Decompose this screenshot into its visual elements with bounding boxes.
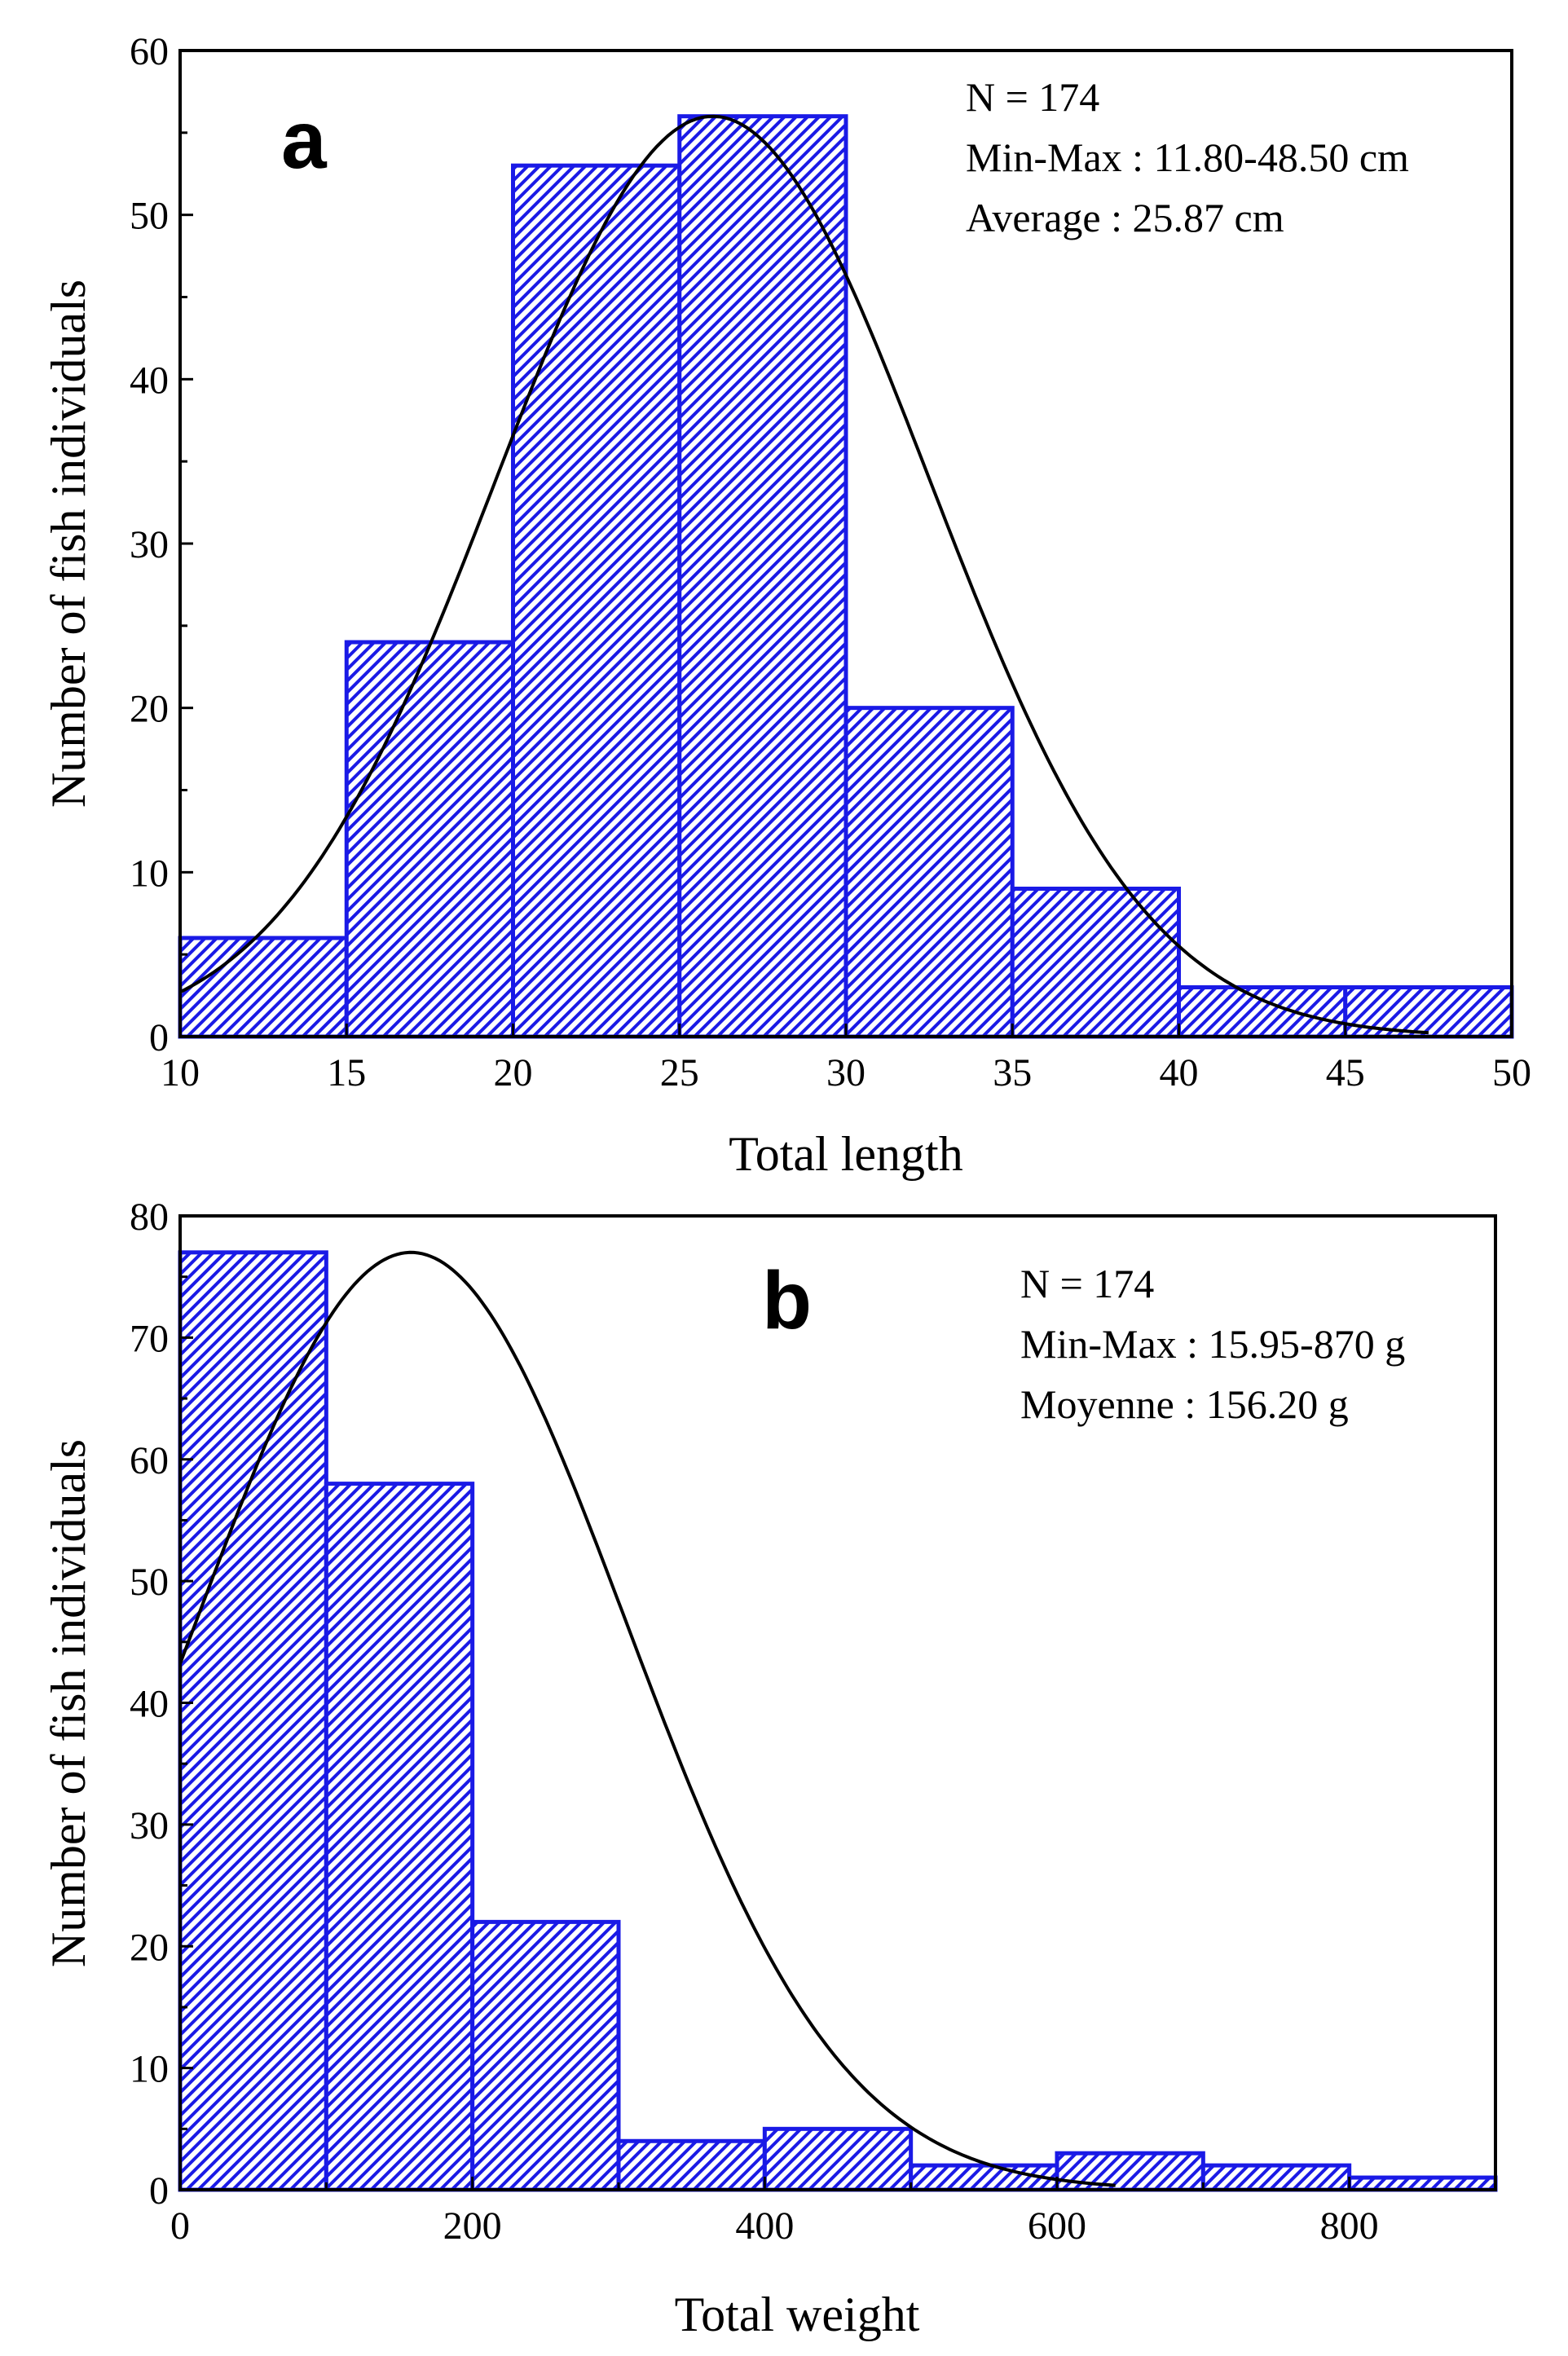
y-tick-label-b: 70 [130,1317,169,1360]
y-tick-label-b: 20 [130,1926,169,1969]
plot-area-b: 0 200 400 600 800 0 10 20 30 40 50 60 70 80 [130,1196,1498,2248]
annotation-n-a: N = 174 [966,74,1099,120]
x-tick-label-b: 400 [735,2204,794,2248]
x-tick-label-a: 25 [660,1051,699,1094]
y-tick-label-a: 10 [130,852,169,895]
bar-a-3 [511,163,682,1039]
y-tick-label-b: 10 [130,2048,169,2091]
y-tick-label-b: 0 [149,2169,169,2213]
y-tick-label-b: 80 [130,1196,169,1239]
y-tick-label-a: 50 [130,195,169,238]
bar-a-5 [843,706,1015,1039]
bar-b-8 [1200,2163,1352,2192]
x-tick-label-b: 600 [1028,2204,1086,2248]
bar-a-7 [1177,985,1348,1039]
bar-a-4 [677,114,848,1039]
bar-b-7 [1055,2151,1205,2192]
bar-a-6 [1010,887,1181,1039]
y-tick-label-a: 0 [149,1016,169,1059]
bar-b-5 [762,2126,914,2192]
bar-b-2 [324,1482,475,2192]
y-tick-label-a: 60 [130,30,169,73]
y-tick-label-a: 20 [130,688,169,731]
x-tick-label-a: 50 [1492,1051,1531,1094]
y-tick-label-b: 60 [130,1439,169,1482]
panel-letter-b: b [762,1255,812,1346]
annotation-n-b: N = 174 [1020,1261,1154,1306]
x-tick-label-b: 0 [170,2204,190,2248]
x-axis-title-b: Total weight [675,2288,920,2341]
x-tick-label-a: 10 [161,1051,200,1094]
x-axis-title-a: Total length [729,1127,962,1181]
x-tick-label-b: 200 [443,2204,502,2248]
x-tick-label-b: 800 [1320,2204,1379,2248]
x-tick-label-a: 35 [993,1051,1032,1094]
fit-curve-a [179,114,1429,1035]
x-tick-label-a: 30 [826,1051,865,1094]
annotation-minmax-a: Min-Max : 11.80-48.50 cm [966,134,1409,180]
plot-frame-a [178,49,1513,1038]
x-tick-label-a: 40 [1160,1051,1199,1094]
y-tick-label-a: 40 [130,359,169,402]
y-tick-label-b: 30 [130,1804,169,1847]
plot-frame-b [178,1214,1497,2191]
x-tick-label-a: 15 [327,1051,366,1094]
y-axis-title-a: Number of fish individuals [42,280,95,808]
x-tick-label-a: 45 [1326,1051,1365,1094]
bar-b-4 [616,2138,767,2192]
bar-a-8 [1343,985,1514,1039]
bar-b-3 [470,1919,621,2192]
panel-letter-a: a [281,95,328,186]
bar-a-1 [178,936,349,1039]
annotation-average-b: Moyenne : 156.20 g [1020,1381,1349,1427]
bar-b-1 [178,1250,328,2192]
y-tick-label-b: 40 [130,1683,169,1726]
annotation-average-a: Average : 25.87 cm [966,195,1284,240]
y-tick-label-a: 30 [130,523,169,566]
annotation-minmax-b: Min-Max : 15.95-870 g [1020,1321,1405,1367]
y-tick-label-b: 50 [130,1561,169,1604]
x-tick-label-a: 20 [494,1051,533,1094]
fit-curve-b [178,1250,1116,2187]
bar-a-2 [344,640,515,1039]
y-axis-title-b: Number of fish individuals [42,1439,95,1967]
bar-b-9 [1347,2175,1498,2192]
panel-b: 0 200 400 600 800 0 10 20 30 40 50 60 70 80 b N = 174… [42,1196,1498,2341]
